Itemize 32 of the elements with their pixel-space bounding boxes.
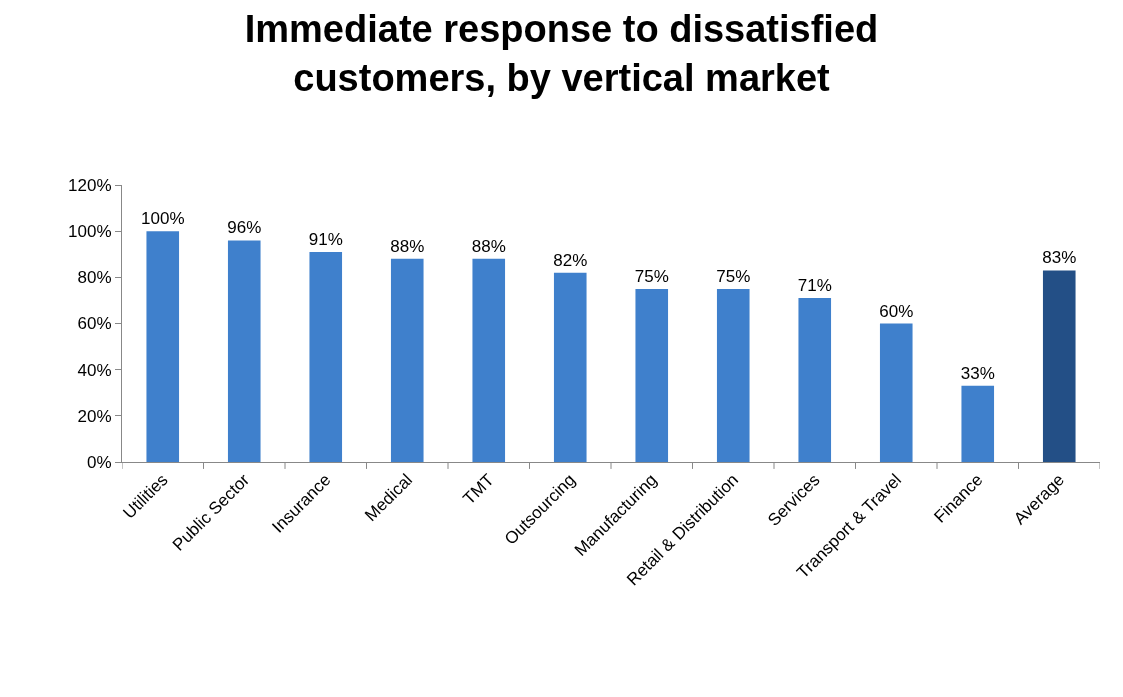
bar <box>472 258 506 462</box>
data-label: 91% <box>308 229 343 249</box>
data-label: 33% <box>960 363 995 383</box>
y-tick-label: 60% <box>77 314 112 334</box>
y-tick-label: 120% <box>68 175 112 195</box>
bar <box>146 231 180 462</box>
chart-title: Immediate response to dissatisfied customers, by vertical market <box>244 7 879 100</box>
data-label: 71% <box>797 276 832 296</box>
data-label: 83% <box>1042 248 1077 268</box>
data-label: 100% <box>141 209 185 229</box>
data-label: 75% <box>716 266 751 286</box>
y-tick-label: 100% <box>68 222 112 242</box>
bar <box>961 385 995 462</box>
data-label: 75% <box>634 266 669 286</box>
bar <box>309 251 343 462</box>
y-tick-label: 20% <box>77 406 112 426</box>
data-label: 88% <box>390 236 425 256</box>
y-tick-label: 80% <box>77 268 112 288</box>
data-label: 60% <box>879 301 914 321</box>
data-label: 88% <box>471 236 506 256</box>
bar <box>635 288 669 462</box>
bar <box>1042 270 1076 462</box>
bar <box>390 258 424 462</box>
bar <box>227 240 261 462</box>
data-label: 82% <box>553 250 588 270</box>
bar <box>716 288 750 462</box>
y-tick-label: 0% <box>87 452 112 472</box>
bar <box>553 272 587 462</box>
y-tick-label: 40% <box>77 360 112 380</box>
data-label: 96% <box>227 218 262 238</box>
bar <box>879 323 913 462</box>
bar <box>798 298 832 462</box>
